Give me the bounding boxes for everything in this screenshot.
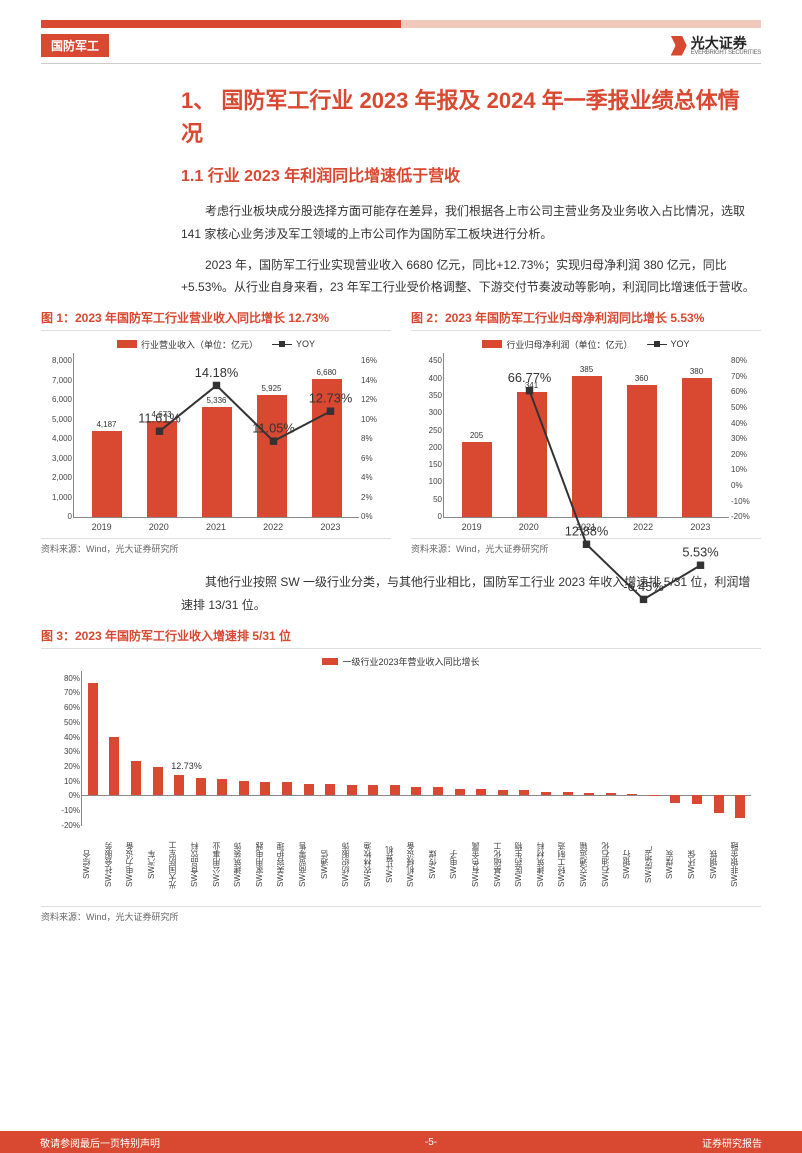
chart-2-source: 资料来源：Wind，光大证券研究所 [411, 538, 761, 555]
legend-bar-label: 行业归母净利润（单位：亿元） [506, 338, 632, 351]
paragraph-1: 考虑行业板块成分股选择方面可能存在差异，我们根据各上市公司主营业务及业务收入占比… [181, 200, 761, 246]
line-swatch-icon [272, 344, 292, 345]
chart-1: 图 1：2023 年国防军工行业营业收入同比增长 12.73% 行业营业收入（单… [41, 309, 391, 555]
bar-swatch-icon [322, 658, 338, 665]
top-accent-bar [41, 20, 761, 28]
chart-3-title: 图 3：2023 年国防军工行业收入增速排 5/31 位 [41, 627, 761, 649]
mid-paragraph-block: 其他行业按照 SW 一级行业分类，与其他行业相比，国防军工行业 2023 年收入… [41, 571, 761, 617]
chart-1-legend: 行业营业收入（单位：亿元） YOY [41, 335, 391, 353]
chart-1-source: 资料来源：Wind，光大证券研究所 [41, 538, 391, 555]
content-block: 1、 国防军工行业 2023 年报及 2024 年一季报业绩总体情况 1.1 行… [41, 84, 761, 299]
logo-icon [671, 36, 687, 56]
legend-label: 一级行业2023年营业收入同比增长 [342, 655, 479, 668]
legend-line-label: YOY [296, 339, 315, 349]
footer-left: 敬请参阅最后一页特别声明 [40, 1135, 160, 1150]
chart-1-plot: 8,0007,0006,0005,0004,0003,0002,0001,000… [73, 353, 359, 518]
legend-line-label: YOY [671, 339, 690, 349]
chart-3-callout: 12.73% [171, 761, 202, 771]
chart-1-title: 图 1：2023 年国防军工行业营业收入同比增长 12.73% [41, 309, 391, 331]
footer-page-number: -5- [425, 1137, 437, 1148]
bar-swatch-icon [482, 340, 502, 348]
page-header: 国防军工 光大证券 EVERBRIGHT SECURITIES [41, 28, 761, 63]
chart-3: 图 3：2023 年国防军工行业收入增速排 5/31 位 一级行业2023年营业… [41, 627, 761, 923]
legend-bar-label: 行业营业收入（单位：亿元） [141, 338, 258, 351]
logo: 光大证券 EVERBRIGHT SECURITIES [671, 36, 761, 56]
chart-3-source: 资料来源：Wind，光大证券研究所 [41, 906, 761, 923]
page-footer: 敬请参阅最后一页特别声明 -5- 证券研究报告 [0, 1131, 802, 1153]
section-heading-1-1: 1.1 行业 2023 年利润同比增速低于营收 [181, 162, 761, 186]
line-swatch-icon [647, 344, 667, 345]
chart-2-plot: 450400350300250200150100500 80%70%60%50%… [443, 353, 729, 518]
footer-right: 证券研究报告 [702, 1135, 762, 1150]
paragraph-2: 2023 年，国防军工行业实现营业收入 6680 亿元，同比+12.73%；实现… [181, 254, 761, 300]
chart-3-legend: 一级行业2023年营业收入同比增长 [41, 653, 761, 671]
logo-cn: 光大证券 [691, 36, 761, 50]
category-tag: 国防军工 [41, 34, 109, 57]
chart-2-title: 图 2：2023 年国防军工行业归母净利润同比增长 5.53% [411, 309, 761, 331]
chart-2: 图 2：2023 年国防军工行业归母净利润同比增长 5.53% 行业归母净利润（… [411, 309, 761, 555]
chart-3-plot: 80%70%60%50%40%30%20%10%0%-10%-20% 12.73… [81, 671, 751, 826]
header-divider [41, 63, 761, 64]
logo-en: EVERBRIGHT SECURITIES [691, 50, 761, 56]
paragraph-3: 其他行业按照 SW 一级行业分类，与其他行业相比，国防军工行业 2023 年收入… [181, 571, 761, 617]
charts-row: 图 1：2023 年国防军工行业营业收入同比增长 12.73% 行业营业收入（单… [41, 309, 761, 555]
section-heading-1: 1、 国防军工行业 2023 年报及 2024 年一季报业绩总体情况 [181, 84, 761, 150]
bar-swatch-icon [117, 340, 137, 348]
chart-2-legend: 行业归母净利润（单位：亿元） YOY [411, 335, 761, 353]
